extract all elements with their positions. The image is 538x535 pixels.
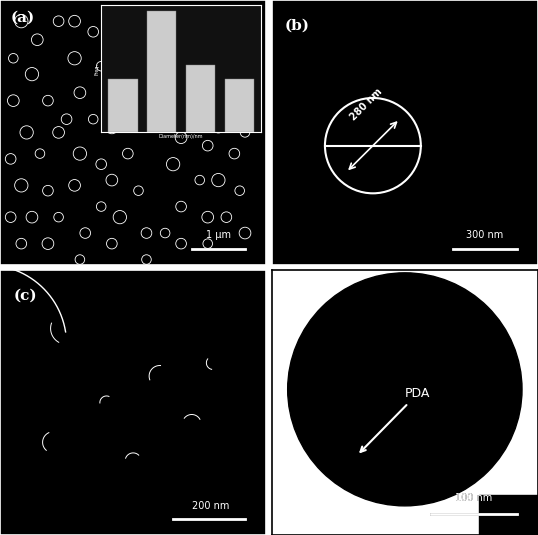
Text: (a): (a) — [11, 11, 35, 25]
Text: PDA: PDA — [360, 387, 430, 452]
Text: 200 nm: 200 nm — [192, 501, 229, 510]
Text: 100 nm: 100 nm — [456, 493, 493, 502]
Bar — [479, 495, 538, 535]
Text: 1 μm: 1 μm — [206, 231, 231, 240]
Circle shape — [288, 273, 522, 506]
Text: (c): (c) — [13, 289, 37, 303]
Text: 300 nm: 300 nm — [466, 231, 504, 240]
Text: 280 nm: 280 nm — [348, 87, 384, 123]
Text: (b): (b) — [285, 19, 310, 33]
Text: 100 nm: 100 nm — [456, 493, 493, 502]
